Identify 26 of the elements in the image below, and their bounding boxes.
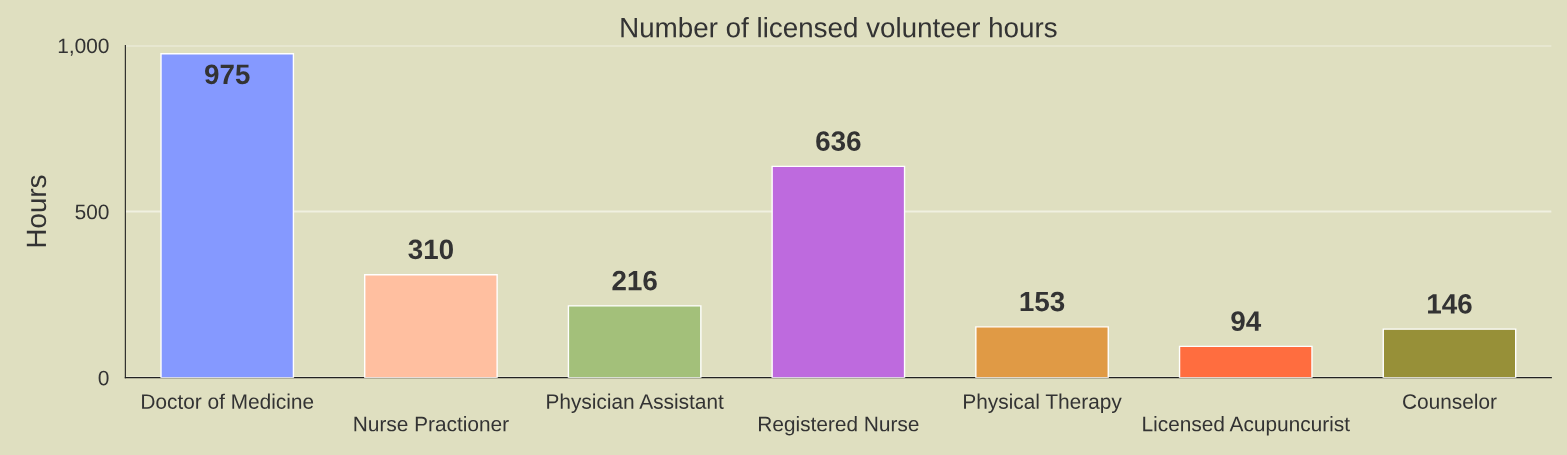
x-tick-label: Licensed Acupuncurist <box>1143 416 1350 436</box>
bar <box>975 326 1109 378</box>
data-label: 153 <box>1020 291 1065 312</box>
bar <box>567 305 702 378</box>
y-tick-label: 500 <box>75 204 109 220</box>
bar <box>1178 345 1313 378</box>
data-label: 310 <box>408 239 453 260</box>
data-label: 216 <box>612 270 657 291</box>
x-tick-label: Counselor <box>1403 393 1497 409</box>
x-tick-label: Registered Nurse <box>759 416 919 436</box>
y-tick-label: 0 <box>98 370 109 386</box>
data-label: 636 <box>816 131 861 151</box>
bar <box>364 273 498 378</box>
bar <box>771 165 906 378</box>
x-tick-label: Nurse Practioner <box>354 416 509 432</box>
x-tick-label: Physical Therapy <box>964 393 1122 414</box>
data-label: 146 <box>1428 294 1472 314</box>
y-axis-title: Hours <box>26 175 47 247</box>
bar <box>1382 328 1517 378</box>
x-tick-label: Doctor of Medicine <box>142 393 314 409</box>
x-tick-label: Physician Assistant <box>547 393 724 414</box>
bar <box>160 53 295 378</box>
data-label: 94 <box>1231 311 1262 331</box>
chart-title: Number of licensed volunteer hours <box>621 17 1057 38</box>
data-label: 975 <box>205 64 250 85</box>
y-tick-label: 1,000 <box>58 38 109 56</box>
